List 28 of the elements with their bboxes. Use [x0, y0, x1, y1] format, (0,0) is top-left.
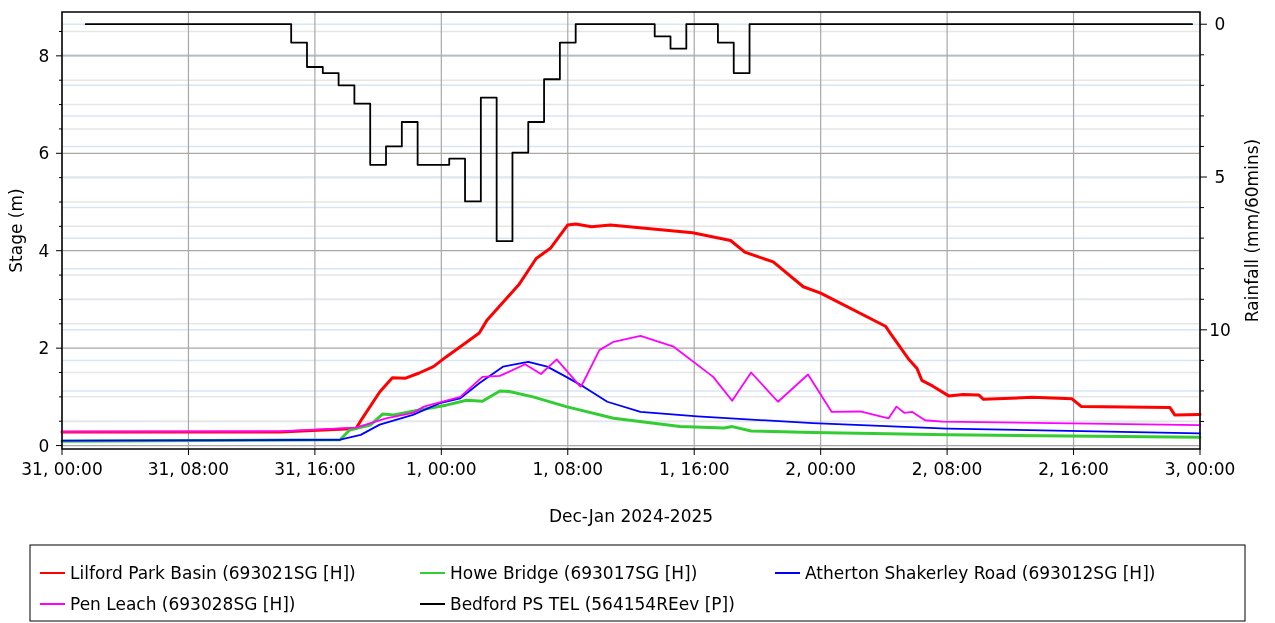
x-tick-label: 2, 16:00: [1038, 459, 1109, 479]
x-tick-label: 31, 16:00: [274, 459, 356, 479]
y2-axis-title: Rainfall (mm/60mins): [1242, 138, 1262, 323]
legend-label: Lilford Park Basin (693021SG [H]): [70, 563, 356, 583]
y-tick-label: 4: [38, 240, 50, 261]
y-tick-label: 8: [38, 45, 50, 66]
x-tick-label: 1, 08:00: [532, 459, 604, 479]
x-axis-title: Dec-Jan 2024-2025: [548, 506, 714, 526]
y-axis-title: Stage (m): [6, 188, 26, 273]
x-tick-label: 31, 08:00: [147, 459, 230, 479]
line-series: [61, 335, 1201, 433]
y-tick-label: 0: [38, 435, 50, 456]
y-tick-label: 6: [38, 143, 50, 164]
x-tick-label: 2, 00:00: [785, 459, 856, 479]
x-tick-label: 1, 16:00: [658, 459, 730, 479]
legend-label: Pen Leach (693028SG [H]): [70, 594, 296, 614]
x-tick-label: 31, 00:00: [21, 459, 103, 479]
y2-tick-label: 5: [1214, 167, 1226, 188]
legend-label: Atherton Shakerley Road (693012SG [H]): [805, 563, 1156, 583]
x-tick-label: 3, 00:00: [1164, 459, 1236, 479]
line-series: [61, 360, 1201, 442]
y2-tick-label: 10: [1209, 319, 1231, 340]
y-tick-label: 2: [38, 338, 50, 359]
y2-tick-label: 0: [1214, 14, 1226, 35]
legend-label: Howe Bridge (693017SG [H]): [450, 563, 698, 583]
x-tick-label: 1, 00:00: [406, 459, 477, 479]
legend-label: Bedford PS TEL (564154REev [P]): [450, 594, 735, 614]
x-tick-label: 2, 08:00: [911, 459, 983, 479]
